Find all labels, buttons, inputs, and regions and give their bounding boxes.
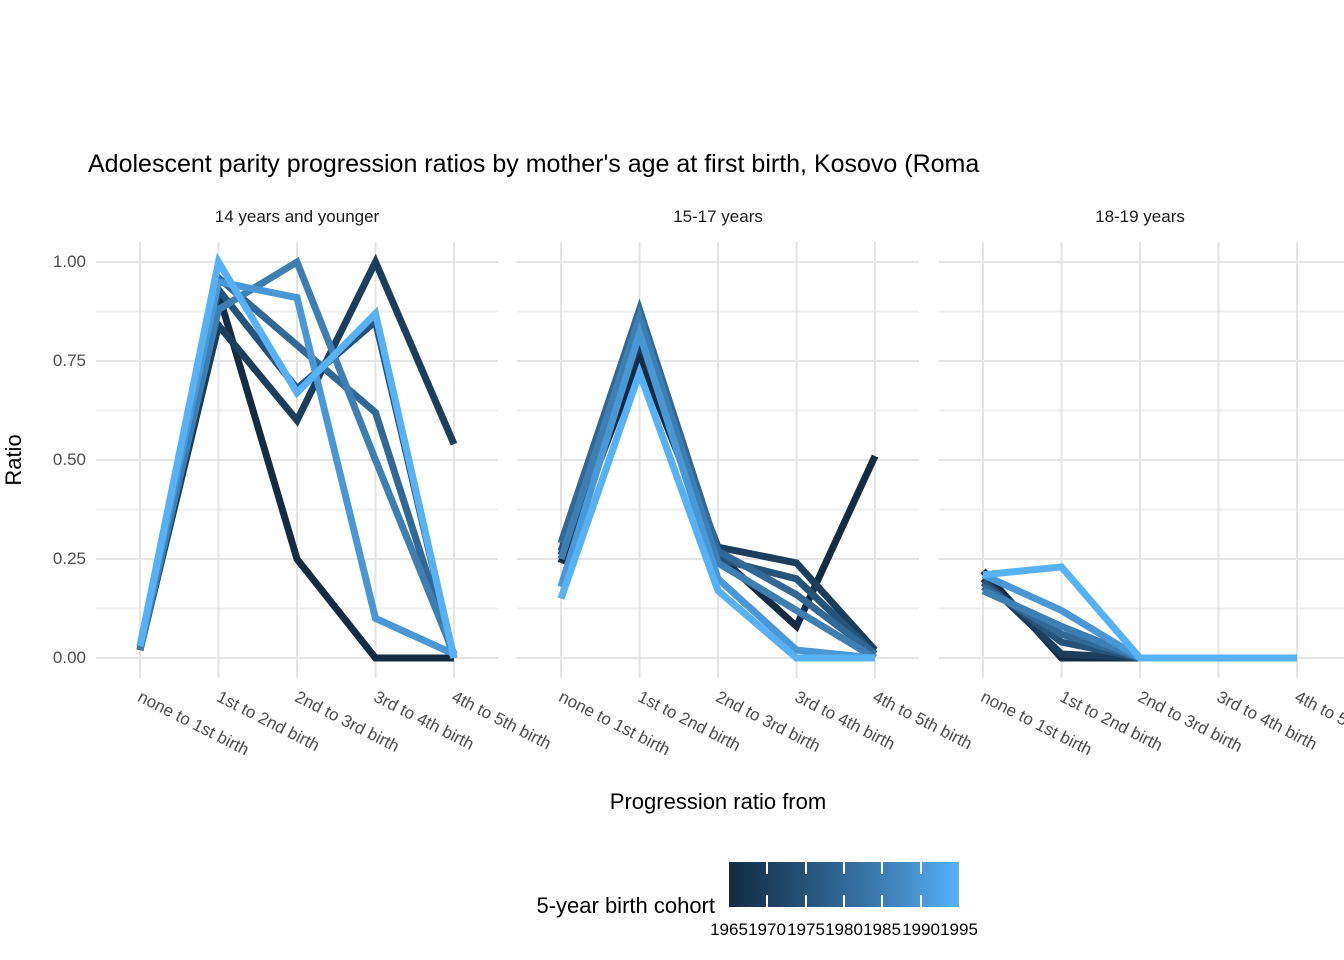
legend-tick-1990 bbox=[920, 895, 922, 907]
legend-tick-1985 bbox=[881, 895, 883, 907]
cohort-lines bbox=[136, 252, 1297, 662]
legend-year-label: 1995 bbox=[940, 920, 978, 939]
cohort-line-1990 bbox=[557, 321, 876, 662]
cohort-line-1985 bbox=[136, 256, 458, 656]
x-axis-title: Progression ratio from bbox=[609, 789, 827, 814]
legend-tick-1970 bbox=[766, 895, 768, 907]
legend-tick-1975 bbox=[805, 862, 807, 874]
legend-year-label: 1990 bbox=[902, 920, 940, 939]
legend-year-label: 1965 bbox=[710, 920, 748, 939]
facet-strip-14-and-younger: 14 years and younger bbox=[214, 207, 380, 226]
legend-tick-1980 bbox=[843, 895, 845, 907]
y-tick-label: 0.50 bbox=[52, 450, 86, 469]
y-tick-label: 0.75 bbox=[52, 351, 86, 370]
cohort-line-1995 bbox=[982, 563, 1297, 662]
facet-strip-15-17: 15-17 years bbox=[673, 207, 763, 226]
legend-tick-1990 bbox=[920, 862, 922, 874]
y-tick-label: 0.25 bbox=[52, 549, 86, 568]
chart-title: Adolescent parity progression ratios by … bbox=[88, 150, 980, 178]
y-tick-label: 1.00 bbox=[52, 252, 86, 271]
cohort-line-1995 bbox=[557, 362, 875, 662]
legend-tick-1980 bbox=[843, 862, 845, 874]
legend-title: 5-year birth cohort bbox=[536, 893, 715, 918]
legend-tick-1975 bbox=[805, 895, 807, 907]
legend-colorbar bbox=[729, 862, 959, 907]
cohort-line-1995 bbox=[136, 252, 458, 659]
legend-year-label: 1980 bbox=[825, 920, 863, 939]
legend-tick-1970 bbox=[766, 862, 768, 874]
y-axis-title: Ratio bbox=[1, 434, 26, 486]
y-tick-label: 0.00 bbox=[52, 648, 86, 667]
gridlines bbox=[96, 242, 1344, 678]
cohort-line-1985 bbox=[557, 306, 877, 661]
facet-strip-18-19: 18-19 years bbox=[1095, 207, 1185, 226]
legend-year-label: 1985 bbox=[863, 920, 901, 939]
legend-year-label: 1975 bbox=[787, 920, 825, 939]
legend-tick-1985 bbox=[881, 862, 883, 874]
legend-year-label: 1970 bbox=[748, 920, 786, 939]
